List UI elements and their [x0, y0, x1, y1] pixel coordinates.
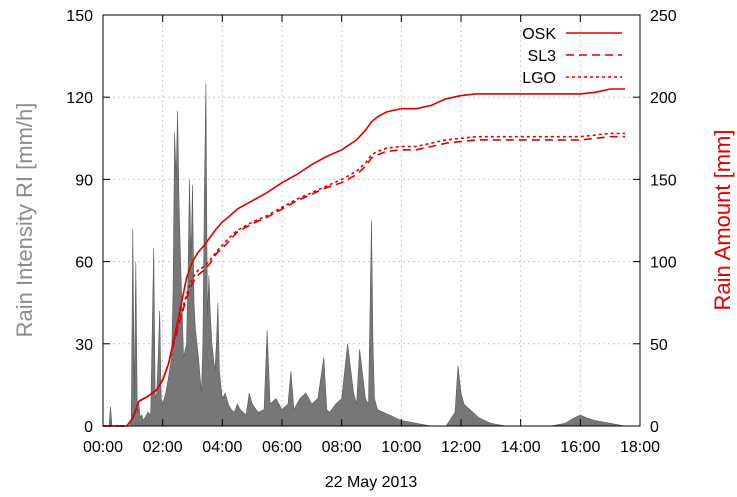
y-tick-labels: 0 30 60 90 120 150 [66, 8, 93, 436]
x-tick-label: 04:00 [202, 439, 242, 456]
y-axis-label: Rain Intensity RI [mm/h] [12, 103, 37, 338]
y-tick-label: 30 [75, 337, 93, 354]
legend: OSK SL3 LGO [522, 26, 622, 87]
y-tick-label: 60 [75, 255, 93, 272]
legend-label-osk: OSK [522, 26, 556, 43]
x-tick-labels: 00:00 02:00 04:00 06:00 08:00 10:00 12:00 14:00… [83, 439, 660, 456]
x-tick-label: 02:00 [143, 439, 183, 456]
x-tick-label: 06:00 [262, 439, 302, 456]
x-tick-label: 16:00 [560, 439, 600, 456]
y2-axis-label: Rain Amount [mm] [710, 130, 735, 311]
y-tick-label: 0 [84, 419, 93, 436]
y2-tick-label: 0 [650, 419, 659, 436]
x-tick-label: 12:00 [441, 439, 481, 456]
tick-marks [102, 14, 641, 427]
grid-lines [103, 15, 640, 426]
intensity-area [103, 83, 635, 427]
y2-tick-labels: 0 50 100 150 200 250 [650, 8, 677, 436]
y-tick-label: 150 [66, 8, 93, 25]
series-line-sl3 [103, 135, 626, 427]
series-line-lgo [103, 132, 626, 427]
plot-frame [102, 14, 641, 427]
y2-tick-label: 100 [650, 255, 677, 272]
y2-tick-label: 200 [650, 90, 677, 107]
x-tick-label: 14:00 [501, 439, 541, 456]
y2-tick-label: 50 [650, 337, 668, 354]
x-tick-label: 08:00 [322, 439, 362, 456]
amount-lines-layer [103, 88, 626, 427]
y2-tick-label: 250 [650, 8, 677, 25]
intensity-area-layer [103, 83, 635, 427]
x-tick-label: 10:00 [381, 439, 421, 456]
x-tick-label: 00:00 [83, 439, 123, 456]
x-tick-label: 18:00 [620, 439, 660, 456]
x-axis-label: 22 May 2013 [325, 474, 418, 491]
legend-label-lgo: LGO [522, 70, 556, 87]
y-tick-label: 90 [75, 172, 93, 189]
legend-label-sl3: SL3 [528, 48, 557, 65]
y2-tick-label: 150 [650, 172, 677, 189]
y-tick-label: 120 [66, 90, 93, 107]
